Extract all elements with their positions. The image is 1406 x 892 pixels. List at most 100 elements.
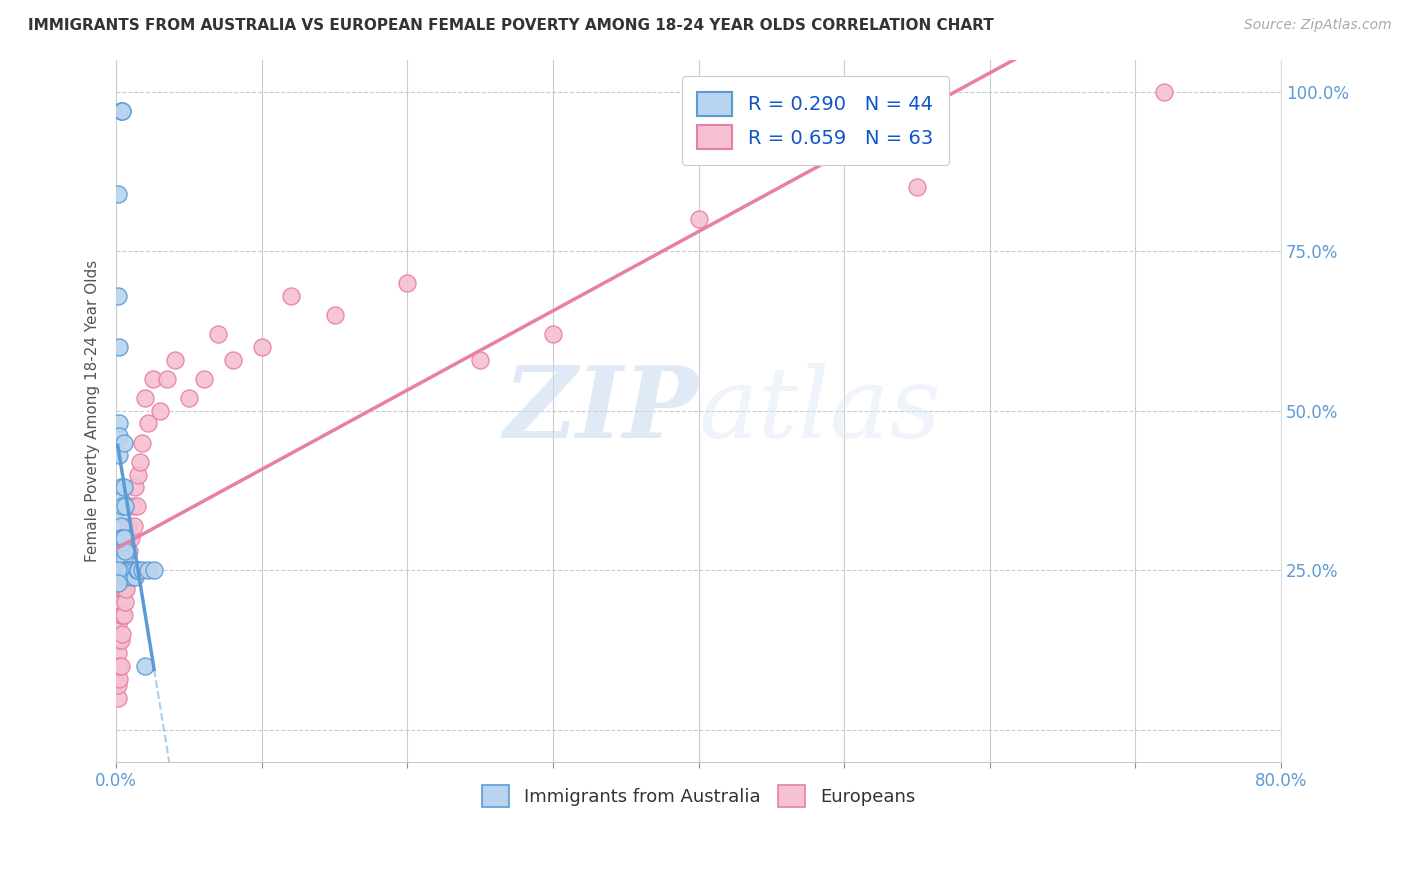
Point — [107, 659, 129, 673]
Point — [108, 615, 131, 629]
Point — [111, 582, 134, 597]
Point — [107, 186, 129, 201]
Point — [127, 563, 149, 577]
Point — [111, 557, 134, 571]
Point — [120, 563, 142, 577]
Point — [177, 391, 200, 405]
Point — [114, 595, 136, 609]
Point — [110, 563, 132, 577]
Point — [112, 557, 135, 571]
Point — [110, 493, 132, 508]
Point — [125, 500, 148, 514]
Point — [111, 563, 134, 577]
Point — [163, 352, 186, 367]
Point — [117, 563, 139, 577]
Point — [121, 569, 143, 583]
Point — [136, 563, 159, 577]
Point — [110, 480, 132, 494]
Point — [193, 372, 215, 386]
Point — [124, 480, 146, 494]
Point — [222, 352, 245, 367]
Point — [110, 633, 132, 648]
Point — [107, 646, 129, 660]
Point — [110, 506, 132, 520]
Point — [107, 678, 129, 692]
Point — [111, 607, 134, 622]
Point — [112, 480, 135, 494]
Point — [688, 212, 710, 227]
Point — [905, 180, 928, 194]
Point — [111, 544, 134, 558]
Point — [125, 563, 148, 577]
Point — [143, 563, 166, 577]
Point — [127, 467, 149, 482]
Point — [107, 563, 129, 577]
Text: atlas: atlas — [699, 363, 942, 458]
Point — [108, 672, 131, 686]
Point — [112, 435, 135, 450]
Point — [108, 659, 131, 673]
Point — [110, 544, 132, 558]
Point — [112, 582, 135, 597]
Point — [111, 563, 134, 577]
Point — [112, 532, 135, 546]
Point — [114, 563, 136, 577]
Point — [111, 500, 134, 514]
Point — [280, 289, 302, 303]
Point — [110, 532, 132, 546]
Point — [112, 550, 135, 565]
Point — [323, 308, 346, 322]
Point — [121, 500, 143, 514]
Point — [111, 103, 134, 118]
Point — [108, 417, 131, 431]
Point — [107, 576, 129, 591]
Point — [118, 563, 141, 577]
Point — [110, 532, 132, 546]
Point — [541, 327, 564, 342]
Point — [110, 557, 132, 571]
Point — [470, 352, 492, 367]
Point — [114, 532, 136, 546]
Point — [108, 633, 131, 648]
Point — [108, 595, 131, 609]
Legend: Immigrants from Australia, Europeans: Immigrants from Australia, Europeans — [472, 776, 924, 816]
Point — [1153, 85, 1175, 99]
Point — [207, 327, 229, 342]
Point — [124, 569, 146, 583]
Point — [134, 659, 156, 673]
Point — [115, 582, 138, 597]
Point — [122, 518, 145, 533]
Point — [108, 563, 131, 577]
Point — [111, 103, 134, 118]
Point — [112, 563, 135, 577]
Point — [114, 500, 136, 514]
Point — [117, 563, 139, 577]
Point — [120, 532, 142, 546]
Y-axis label: Female Poverty Among 18-24 Year Olds: Female Poverty Among 18-24 Year Olds — [86, 260, 100, 562]
Point — [134, 391, 156, 405]
Point — [110, 550, 132, 565]
Point — [112, 532, 135, 546]
Point — [108, 449, 131, 463]
Text: IMMIGRANTS FROM AUSTRALIA VS EUROPEAN FEMALE POVERTY AMONG 18-24 YEAR OLDS CORRE: IMMIGRANTS FROM AUSTRALIA VS EUROPEAN FE… — [28, 18, 994, 33]
Point — [250, 340, 273, 354]
Point — [110, 659, 132, 673]
Point — [110, 103, 132, 118]
Point — [108, 582, 131, 597]
Point — [122, 563, 145, 577]
Point — [107, 690, 129, 705]
Point — [115, 544, 138, 558]
Point — [149, 403, 172, 417]
Point — [117, 518, 139, 533]
Point — [107, 289, 129, 303]
Point — [110, 595, 132, 609]
Point — [118, 544, 141, 558]
Point — [131, 563, 153, 577]
Point — [114, 544, 136, 558]
Point — [112, 607, 135, 622]
Point — [110, 607, 132, 622]
Point — [108, 340, 131, 354]
Point — [128, 455, 150, 469]
Point — [115, 563, 138, 577]
Point — [115, 569, 138, 583]
